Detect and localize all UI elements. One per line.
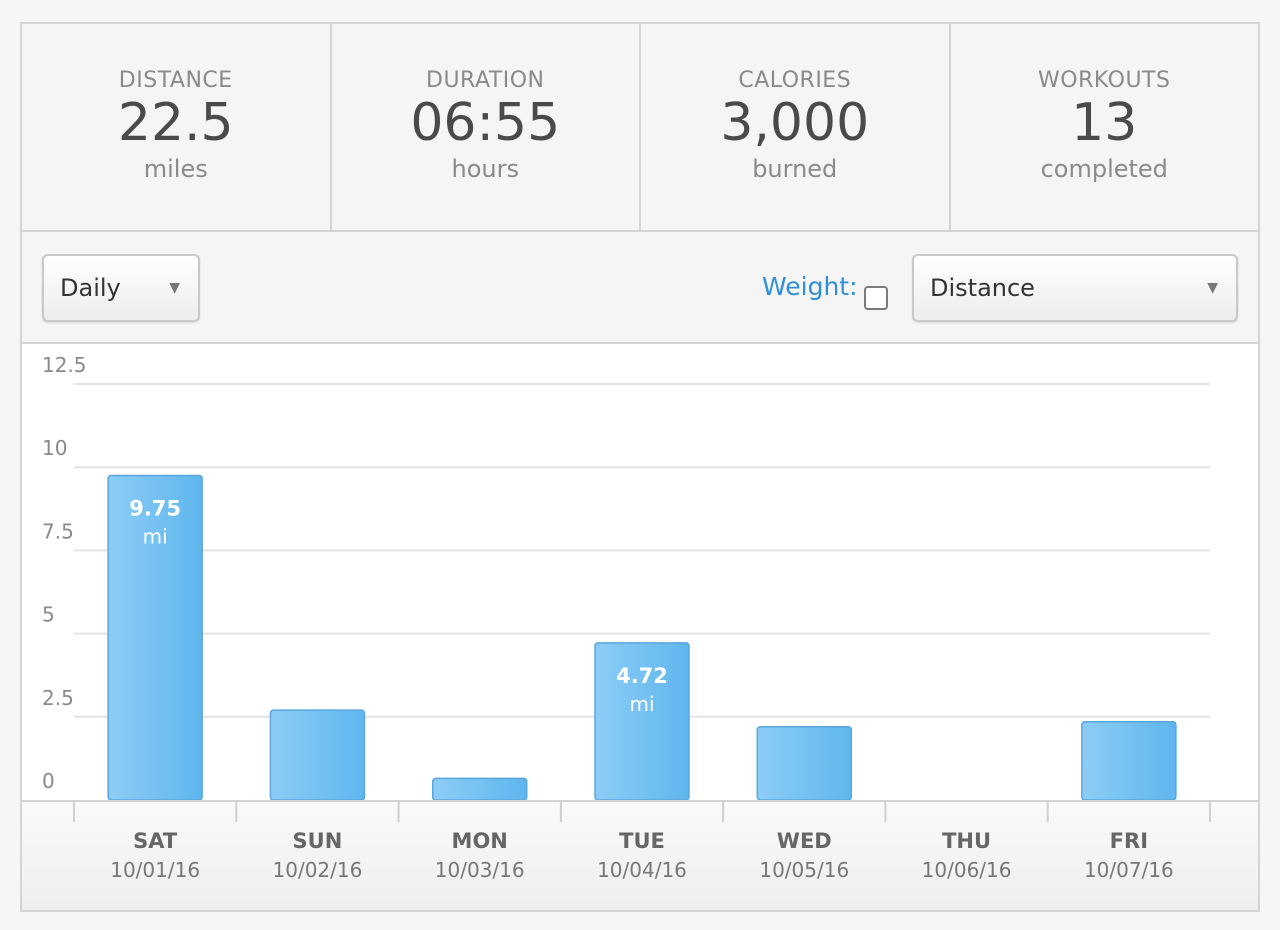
weight-label: Weight: xyxy=(762,272,858,301)
metric-select-value: Distance xyxy=(930,274,1035,302)
x-category-label: FRI xyxy=(1110,829,1148,853)
stat-value: 3,000 xyxy=(720,93,870,153)
stat-duration: DURATION 06:55 hours xyxy=(332,24,641,230)
period-select-value: Daily xyxy=(60,274,121,302)
bar-unit-label: mi xyxy=(143,525,168,549)
metric-select[interactable]: Distance ▼ xyxy=(912,254,1238,322)
y-tick-label: 10 xyxy=(42,436,67,460)
x-date-label: 10/03/16 xyxy=(435,858,525,882)
x-date-label: 10/01/16 xyxy=(110,858,200,882)
x-category-label: TUE xyxy=(619,829,665,853)
chevron-down-icon: ▼ xyxy=(169,280,180,296)
stat-value: 13 xyxy=(1071,93,1138,153)
bar-mon xyxy=(431,777,528,801)
stat-label: DISTANCE xyxy=(118,68,233,93)
y-tick-label: 2.5 xyxy=(42,686,74,710)
y-tick-label: 0 xyxy=(42,769,55,793)
x-date-label: 10/04/16 xyxy=(597,858,687,882)
y-tick-label: 12.5 xyxy=(42,353,87,377)
weight-checkbox[interactable] xyxy=(864,286,888,310)
stat-value: 22.5 xyxy=(117,93,234,153)
bar-value-label: 4.72 xyxy=(616,664,668,688)
x-category-label: MON xyxy=(452,829,508,853)
stat-value: 06:55 xyxy=(410,93,561,153)
bar-sun xyxy=(269,709,366,801)
stats-summary: DISTANCE 22.5 miles DURATION 06:55 hours… xyxy=(22,24,1258,232)
x-axis: SAT 10/01/16 SUN 10/02/16 MON 10/03/16 TUE 10/0… xyxy=(22,800,1258,910)
stat-label: DURATION xyxy=(426,68,545,93)
period-select[interactable]: Daily ▼ xyxy=(42,254,200,322)
y-tick-label: 7.5 xyxy=(42,519,74,543)
bar-fri xyxy=(1081,721,1177,801)
bar-unit-label: mi xyxy=(629,692,654,716)
stat-unit: miles xyxy=(143,155,208,183)
bar-value-label: 9.75 xyxy=(129,497,181,521)
x-category-label: WED xyxy=(777,829,832,853)
distance-chart: 0 2.5 5 7.5 10 12.5 9.75 mi 4.72 mi xyxy=(22,344,1258,801)
stat-label: CALORIES xyxy=(738,68,852,93)
stat-unit: hours xyxy=(451,155,519,183)
chart-controls: Daily ▼ Weight: Distance ▼ xyxy=(22,232,1258,344)
x-category-label: SUN xyxy=(293,829,343,853)
x-category-label: THU xyxy=(942,829,991,853)
stat-calories: CALORIES 3,000 burned xyxy=(641,24,951,230)
x-date-label: 10/06/16 xyxy=(922,858,1012,882)
x-axis-labels: SAT 10/01/16 SUN 10/02/16 MON 10/03/16 TUE 10/0… xyxy=(73,802,1211,882)
bar-wed xyxy=(756,726,853,801)
x-date-label: 10/07/16 xyxy=(1084,858,1174,882)
stat-unit: burned xyxy=(752,155,838,183)
x-date-label: 10/05/16 xyxy=(759,858,849,882)
chevron-down-icon: ▼ xyxy=(1207,280,1218,296)
bar-chart-plot: 0 2.5 5 7.5 10 12.5 9.75 mi 4.72 mi xyxy=(42,353,1210,801)
stat-label: WORKOUTS xyxy=(1038,68,1171,93)
activity-panel: DISTANCE 22.5 miles DURATION 06:55 hours… xyxy=(20,22,1260,912)
stat-distance: DISTANCE 22.5 miles xyxy=(22,24,332,230)
stat-unit: completed xyxy=(1040,155,1168,183)
x-category-label: SAT xyxy=(133,829,178,853)
y-tick-label: 5 xyxy=(42,603,55,627)
x-date-label: 10/02/16 xyxy=(273,858,363,882)
stat-workouts: WORKOUTS 13 completed xyxy=(951,24,1259,230)
